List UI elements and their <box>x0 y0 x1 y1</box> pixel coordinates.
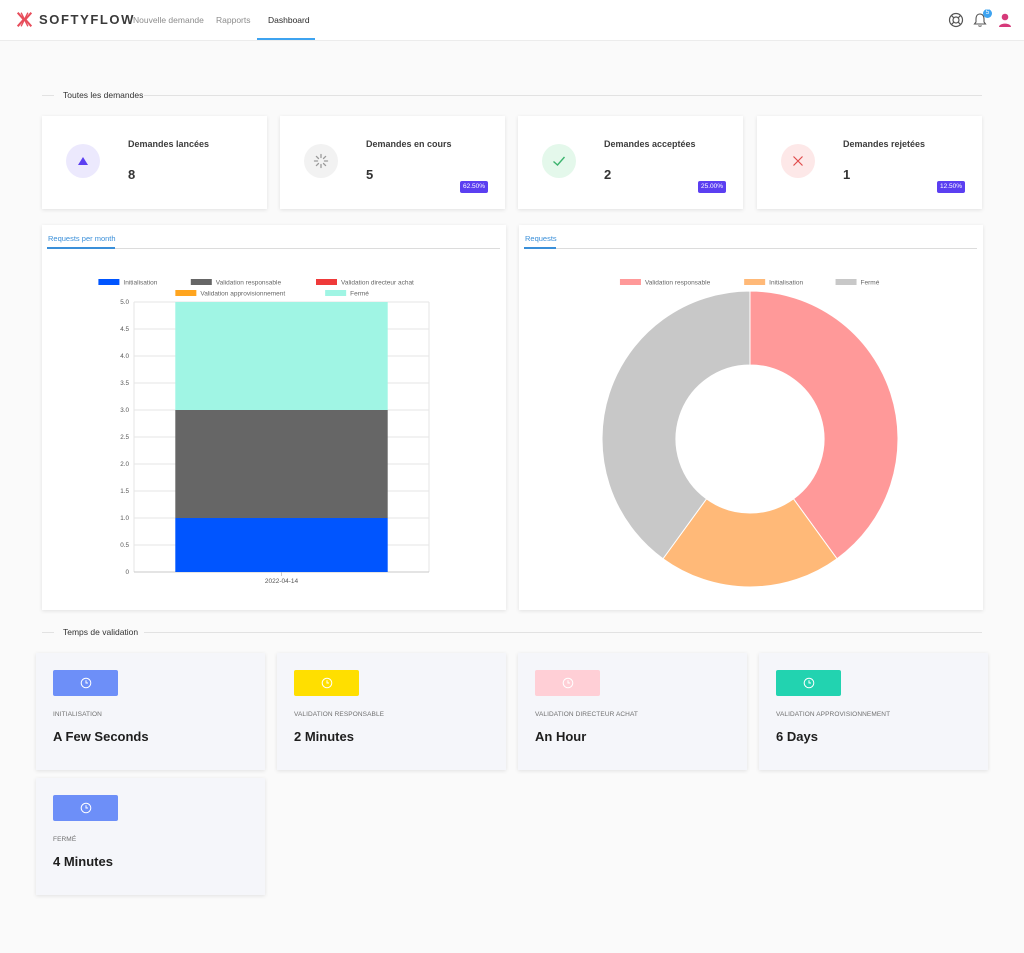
nav-nouvelle-demande[interactable]: Nouvelle demande <box>133 15 204 25</box>
clock-icon <box>53 795 118 821</box>
y-tick-label: 0.5 <box>120 542 129 549</box>
stat-percent-badge: 62.50% <box>460 181 489 193</box>
legend-label: Initialisation <box>123 280 157 287</box>
legend-swatch <box>190 279 212 285</box>
validation-step-label: INITIALISATION <box>53 711 102 718</box>
x-tick-label: 2022-04-14 <box>265 578 299 585</box>
donut-slice <box>749 290 899 560</box>
check-icon <box>542 144 576 178</box>
validation-time-card: INITIALISATION A Few Seconds <box>36 653 265 770</box>
requests-per-month-card: Requests per month Initialisation Validat… <box>42 225 506 610</box>
nav-dashboard[interactable]: Dashboard <box>268 15 310 25</box>
validation-duration: An Hour <box>535 729 587 744</box>
clock-icon <box>294 670 359 696</box>
bar-segment <box>175 518 388 572</box>
validation-duration: 4 Minutes <box>53 854 113 869</box>
validation-time-card: VALIDATION RESPONSABLE 2 Minutes <box>277 653 506 770</box>
section-all-requests: Toutes les demandes <box>42 89 982 101</box>
stat-title: Demandes acceptées <box>604 139 696 149</box>
tab-active-indicator <box>47 247 115 249</box>
brand[interactable]: SOFTYFLOW <box>16 11 135 28</box>
section-title-validation-time: Temps de validation <box>63 626 145 638</box>
validation-duration: A Few Seconds <box>53 729 149 744</box>
section-validation-time: Temps de validation <box>42 626 982 638</box>
nav-rapports[interactable]: Rapports <box>216 15 251 25</box>
stat-percent-badge: 12.50% <box>937 181 966 193</box>
legend-label: Fermé <box>861 280 880 287</box>
stat-value: 5 <box>366 167 374 182</box>
clock-icon <box>776 670 841 696</box>
notification-count-badge: 5 <box>983 9 992 18</box>
stat-card-launched: Demandes lancées 8 <box>42 116 267 209</box>
stat-card-accepted: Demandes acceptées 2 25.00% <box>518 116 743 209</box>
y-tick-label: 2.0 <box>120 461 129 468</box>
validation-time-card: VALIDATION APPROVISIONNEMENT 6 Days <box>759 653 988 770</box>
validation-step-label: VALIDATION RESPONSABLE <box>294 711 385 718</box>
nav-active-indicator <box>257 38 315 40</box>
validation-duration: 2 Minutes <box>294 729 354 744</box>
y-tick-label: 2.5 <box>120 434 129 441</box>
requests-card: Requests Validation responsable Initialis… <box>519 225 983 610</box>
stat-card-rejected: Demandes rejetées 1 12.50% <box>757 116 982 209</box>
stat-value: 1 <box>843 167 851 182</box>
clock-icon <box>53 670 118 696</box>
legend-label: Validation approvisionnement <box>200 291 285 298</box>
stat-title: Demandes en cours <box>366 139 452 149</box>
bar-segment <box>175 302 388 410</box>
top-navbar: SOFTYFLOW Nouvelle demande Rapports Dash… <box>0 0 1024 41</box>
legend-label: Validation directeur achat <box>341 280 414 287</box>
donut-slice <box>662 498 838 588</box>
y-tick-label: 0 <box>125 569 129 576</box>
donut-slice <box>601 290 751 560</box>
requests-donut-chart: Validation responsable Initialisation Ferm… <box>601 279 899 588</box>
legend-label: Initialisation <box>769 280 803 287</box>
section-title-all-requests: Toutes les demandes <box>63 89 150 101</box>
validation-time-card: FERMÉ 4 Minutes <box>36 778 265 895</box>
legend-label: Fermé <box>350 291 369 298</box>
spinner-icon <box>304 144 338 178</box>
tab-active-indicator <box>524 247 556 249</box>
tab-requests-per-month[interactable]: Requests per month <box>48 234 116 243</box>
validation-step-label: VALIDATION APPROVISIONNEMENT <box>776 711 891 718</box>
y-tick-label: 4.5 <box>120 326 129 333</box>
legend-swatch <box>98 279 120 285</box>
stat-value: 8 <box>128 167 136 182</box>
legend-swatch <box>325 290 347 296</box>
tab-requests[interactable]: Requests <box>525 234 557 243</box>
legend-swatch <box>316 279 337 285</box>
legend-label: Validation responsable <box>645 280 711 287</box>
bell-icon[interactable] <box>972 12 988 28</box>
stat-value: 2 <box>604 167 612 182</box>
validation-duration: 6 Days <box>776 729 818 744</box>
y-tick-label: 4.0 <box>120 353 129 360</box>
brand-name: SOFTYFLOW <box>39 12 135 27</box>
validation-step-label: FERMÉ <box>53 836 77 843</box>
triangle-up-icon <box>66 144 100 178</box>
softyflow-logo-icon <box>16 12 33 27</box>
user-icon[interactable] <box>997 12 1013 28</box>
legend-swatch <box>619 279 641 285</box>
legend-label: Validation responsable <box>216 280 282 287</box>
stat-title: Demandes rejetées <box>843 139 926 149</box>
y-tick-label: 1.0 <box>120 515 129 522</box>
validation-time-card: VALIDATION DIRECTEUR ACHAT An Hour <box>518 653 747 770</box>
y-tick-label: 1.5 <box>120 488 129 495</box>
legend-swatch <box>175 290 197 296</box>
stat-percent-badge: 25.00% <box>698 181 727 193</box>
validation-step-label: VALIDATION DIRECTEUR ACHAT <box>535 711 639 718</box>
lifebuoy-icon[interactable] <box>948 12 964 28</box>
y-tick-label: 3.0 <box>120 407 129 414</box>
requests-per-month-chart: Initialisation Validation responsable Vali… <box>98 279 430 585</box>
legend-swatch <box>835 279 857 285</box>
stat-card-in-progress: Demandes en cours 5 62.50% <box>280 116 505 209</box>
x-icon <box>781 144 815 178</box>
stat-title: Demandes lancées <box>128 139 210 149</box>
clock-icon <box>535 670 600 696</box>
bar-segment <box>175 410 388 518</box>
legend-swatch <box>744 279 766 285</box>
y-tick-label: 3.5 <box>120 380 129 387</box>
y-tick-label: 5.0 <box>120 299 129 306</box>
